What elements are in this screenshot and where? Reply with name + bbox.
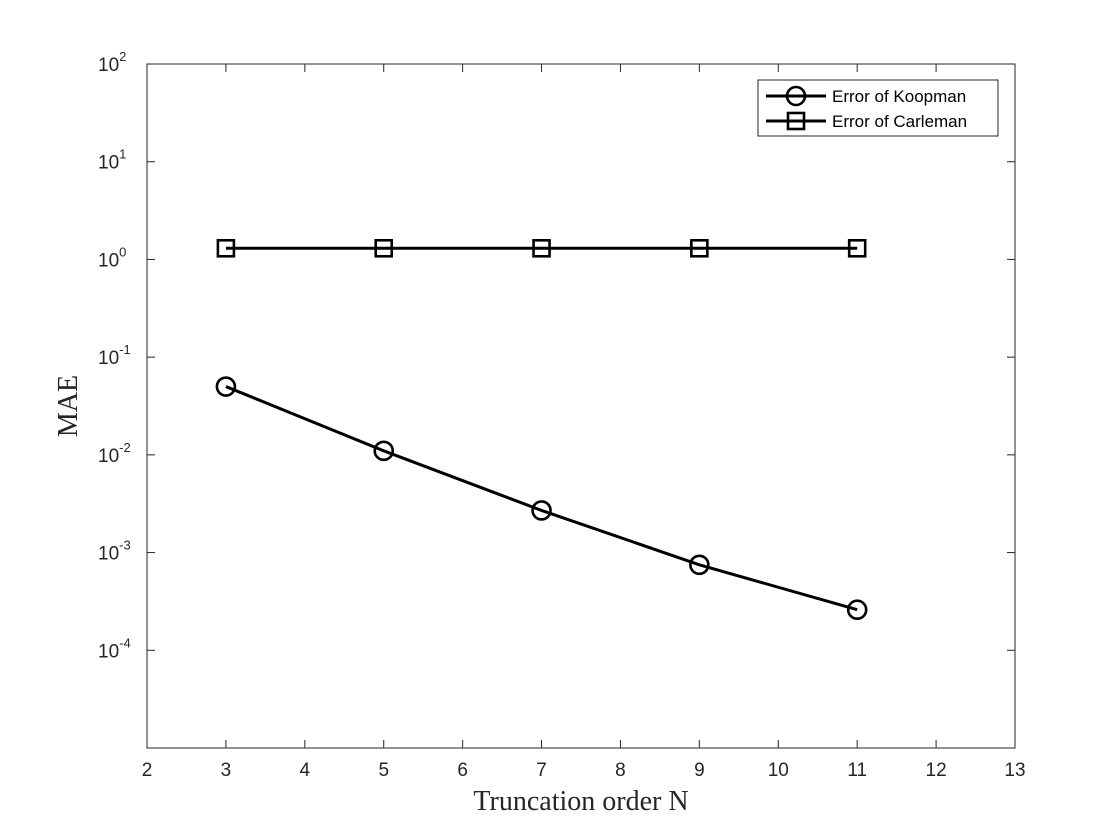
y-tick-label: 10-4 [98, 635, 131, 662]
y-tick-label: 10-2 [98, 440, 131, 467]
x-tick-label: 8 [615, 760, 626, 781]
y-tick-label: 100 [98, 244, 126, 271]
x-tick-label: 7 [536, 760, 547, 781]
x-tick-label: 10 [768, 760, 789, 781]
x-tick-label: 9 [694, 760, 705, 781]
series-marker [847, 238, 867, 258]
x-tick-label: 4 [300, 760, 311, 781]
legend-items: Error of Koopman Error of Carleman [766, 85, 967, 131]
y-tick-label: 10-1 [98, 342, 131, 369]
series-marker [215, 376, 237, 397]
x-axis-ticks: 2 3 4 5 6 7 8 9 10 11 12 13 [142, 64, 1026, 781]
legend-label: Error of Carleman [832, 112, 967, 131]
x-tick-label: 6 [457, 760, 468, 781]
series-marker [532, 238, 551, 258]
x-tick-label: 11 [847, 760, 867, 781]
y-axis-title: MAE [53, 375, 84, 437]
legend: Error of Koopman Error of Carleman [757, 79, 999, 137]
series-marker [373, 440, 395, 462]
x-axis-title: Truncation order N [473, 786, 688, 817]
y-tick-label: 101 [98, 147, 126, 174]
x-tick-label: 5 [378, 760, 389, 781]
legend-marker [785, 85, 807, 107]
x-tick-label: 2 [142, 760, 153, 781]
y-tick-label: 10-3 [98, 538, 131, 565]
x-tick-label: 12 [926, 760, 947, 781]
series-marker [689, 554, 710, 576]
series-marker [374, 238, 394, 258]
series-layer [215, 238, 868, 621]
series-marker [531, 500, 552, 521]
legend-label: Error of Koopman [832, 87, 966, 106]
x-tick-label: 3 [221, 760, 232, 781]
plot-area [146, 63, 1016, 749]
series-marker [216, 238, 236, 258]
y-tick-label: 102 [98, 49, 126, 76]
series-line [225, 385, 858, 612]
x-tick-label: 13 [1004, 760, 1025, 781]
series-marker [846, 599, 868, 621]
legend-box [757, 79, 999, 137]
legend-marker [786, 111, 806, 131]
series-marker [690, 238, 709, 258]
